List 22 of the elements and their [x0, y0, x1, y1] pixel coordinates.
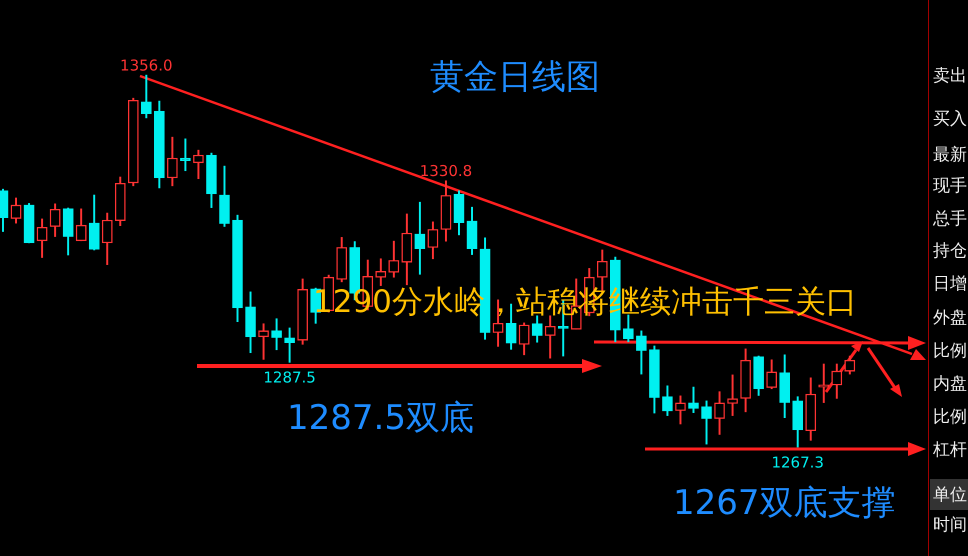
text: 持仓: [933, 240, 967, 262]
text: 比例: [933, 406, 967, 428]
text: 单位: [930, 479, 968, 510]
text: 现手: [933, 175, 967, 197]
text: 时间: [933, 514, 967, 536]
annotation: 1356.0: [120, 56, 173, 75]
text: 1267双底支撑: [673, 482, 896, 525]
chart-title: 黄金日线图: [430, 56, 600, 99]
text: 买入: [933, 108, 967, 130]
candlestick: [818, 364, 830, 403]
annotation: 1330.8: [420, 162, 472, 180]
text: 内盘: [933, 373, 967, 395]
annotation: 1267.3: [771, 453, 824, 472]
text: 最新: [933, 144, 967, 166]
text: 卖出: [933, 65, 967, 87]
annotation: 1287.5双底: [287, 397, 474, 440]
text: 总手: [933, 208, 967, 230]
text: 外盘: [933, 307, 967, 329]
annotation: 1287.5: [263, 368, 316, 387]
text: 日增: [933, 273, 967, 295]
text: 比例: [933, 340, 967, 362]
text: 杠杆: [933, 439, 967, 461]
